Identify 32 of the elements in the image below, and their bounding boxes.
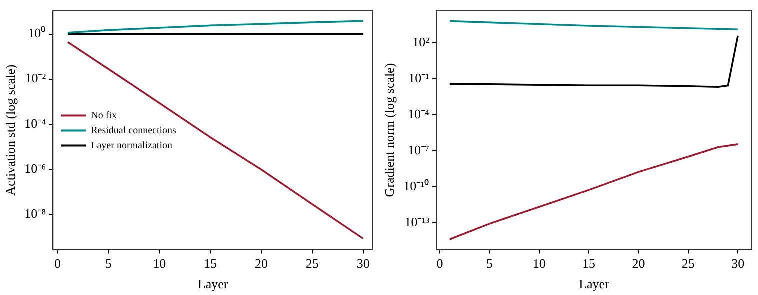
x-tick-label: 25 [682, 256, 695, 272]
legend-label: Layer normalization [91, 140, 172, 152]
y-tick-label: 10⁰ [28, 26, 46, 41]
y-tick-label: 10⁻⁸ [24, 206, 47, 221]
y-tick-label: 10² [412, 34, 430, 50]
y-tick-label: 10⁻¹ [408, 70, 430, 86]
y-tick-label: 10⁻⁴ [408, 106, 430, 122]
legend-label: Residual connections [91, 125, 176, 136]
x-tick-label: 5 [105, 256, 112, 272]
x-tick-label: 30 [732, 256, 745, 272]
x-tick-label: 20 [632, 256, 646, 272]
y-tick-label: 10⁻⁷ [408, 142, 430, 158]
x-tick-label: 0 [54, 256, 61, 272]
x-tick-label: 25 [306, 256, 319, 272]
x-axis-title: Layer [579, 276, 610, 292]
y-tick-label: 10⁻⁶ [24, 160, 46, 176]
y-tick-label: 10⁻² [25, 70, 46, 86]
x-tick-label: 10 [153, 256, 166, 272]
x-tick-label: 10 [532, 256, 546, 272]
x-tick-label: 15 [582, 256, 596, 272]
y-tick-label: 10⁻¹³ [404, 214, 430, 230]
legend-label: No fix [91, 110, 117, 122]
x-tick-label: 0 [436, 256, 444, 272]
x-axis-title: Layer [198, 276, 229, 292]
y-axis-title: Gradient norm (log scale) [382, 63, 398, 198]
x-tick-label: 15 [204, 256, 218, 272]
x-tick-label: 5 [486, 256, 493, 272]
y-tick-label: 10⁻⁴ [24, 116, 47, 131]
y-tick-label: 10⁻¹⁰ [404, 178, 430, 194]
y-axis-title: Activation std (log scale) [3, 64, 18, 196]
x-tick-label: 30 [356, 256, 370, 272]
x-tick-label: 20 [254, 256, 268, 272]
